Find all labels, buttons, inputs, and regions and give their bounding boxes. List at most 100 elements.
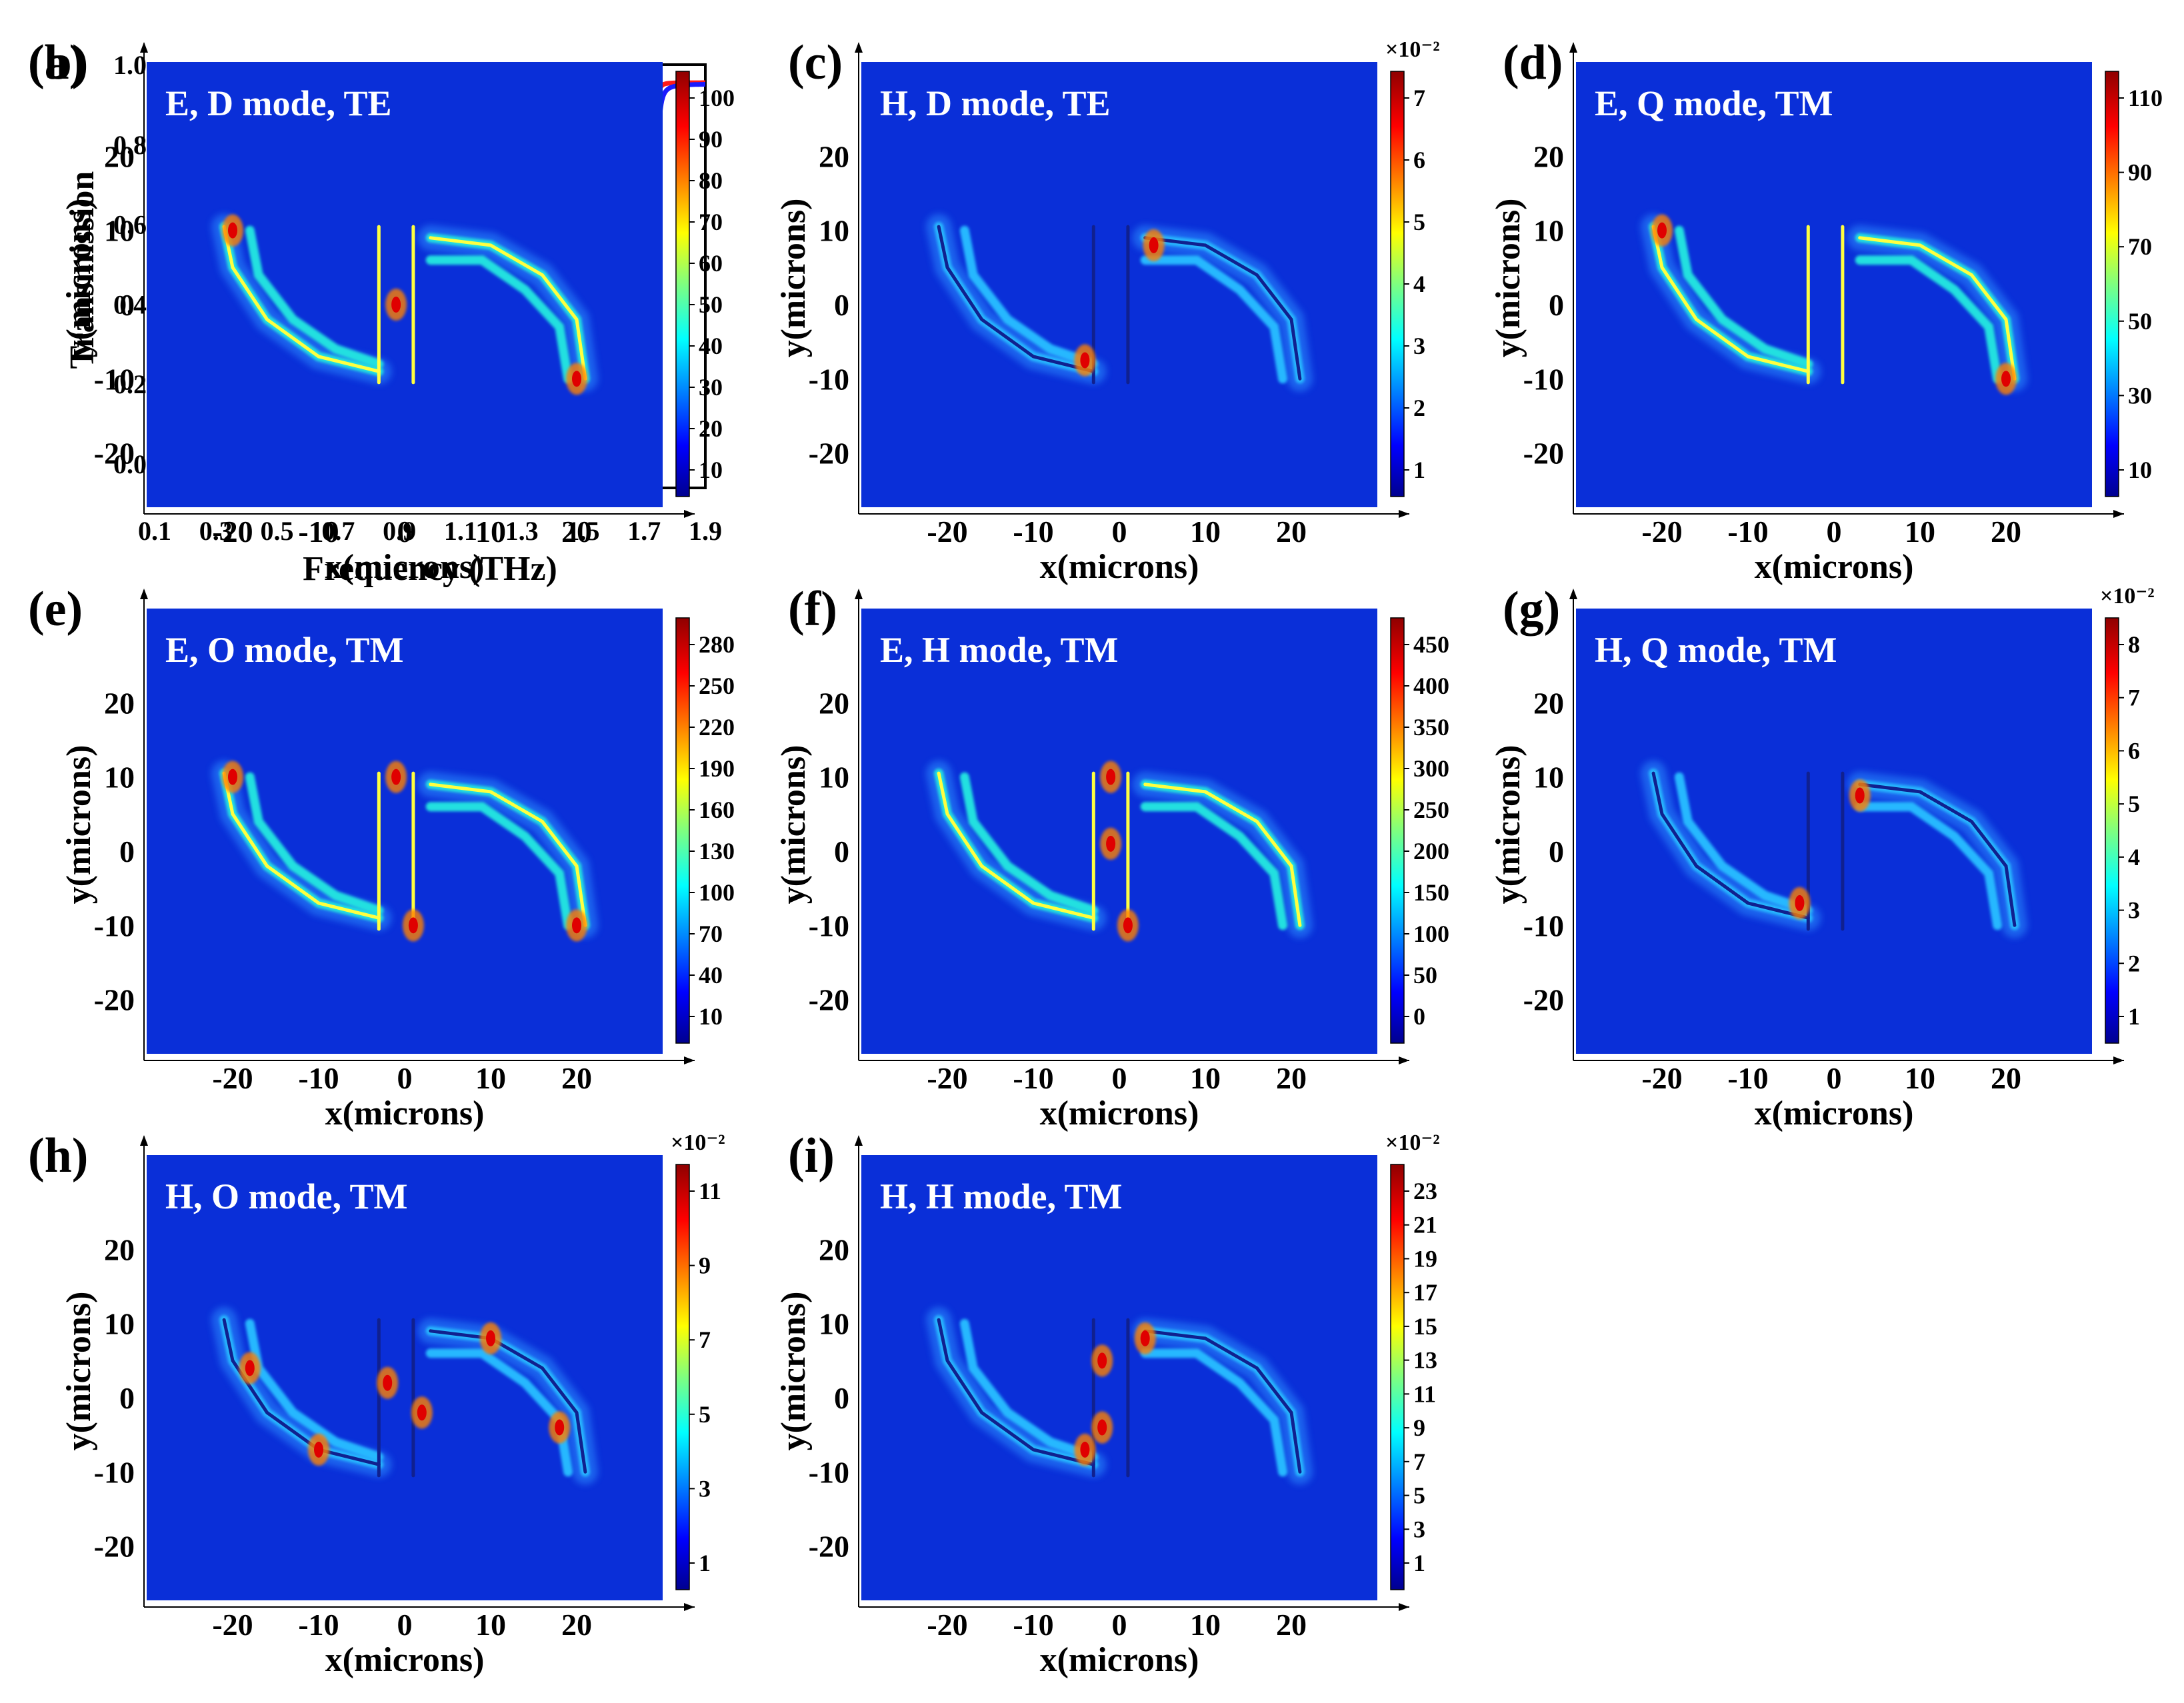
- panel-title: E, O mode, TM: [165, 630, 404, 670]
- colorbar-label: 200: [1413, 838, 1449, 864]
- x-axis-label: x(microns): [1040, 1641, 1199, 1679]
- panel-d: -20 -10 0 10 20 20 10 0 -10 -20 x(microns) y(micron…: [1489, 35, 2163, 586]
- x-tick-label: 20: [1276, 515, 1307, 549]
- colorbar-label: 2: [2128, 950, 2140, 976]
- colorbar-label: 450: [1413, 631, 1449, 658]
- colorbar-label: 13: [1413, 1347, 1437, 1374]
- x-axis-label: Frequency (THz): [303, 550, 557, 588]
- field-strip: [1674, 225, 1813, 369]
- x-tick-label: 20: [1991, 515, 2021, 549]
- x-tick-label: -10: [1013, 1061, 1053, 1095]
- field-hotspot-core: [1097, 1419, 1107, 1436]
- y-axis-arrow: [1569, 589, 1577, 599]
- panel-label: (g): [1503, 582, 1560, 637]
- x-tick-label: 10: [475, 1061, 506, 1095]
- field-core: [429, 236, 587, 381]
- y-tick-label: 10: [819, 761, 849, 795]
- y-axis-arrow: [140, 42, 148, 53]
- panel-title: H, O mode, TM: [165, 1176, 408, 1216]
- x-tick-label: 0: [1827, 1061, 1842, 1095]
- y-axis-arrow: [1569, 42, 1577, 53]
- colorbar: [2105, 71, 2119, 497]
- x-axis-label: x(microns): [1040, 548, 1199, 586]
- y-tick-label: 0: [1549, 835, 1564, 868]
- x-tick-label: 0: [1112, 1608, 1127, 1642]
- colorbar-label: 1: [1413, 457, 1425, 483]
- x-tick-label: 0: [397, 515, 413, 549]
- y-axis-label: y(microns): [775, 199, 813, 358]
- y-tick-label: 0.2: [113, 369, 147, 399]
- colorbar-label: 11: [699, 1178, 721, 1204]
- x-axis-label: x(microns): [325, 1094, 485, 1132]
- field-strip: [959, 225, 1099, 369]
- y-tick-label: -10: [94, 362, 135, 396]
- x-axis-arrow: [684, 1603, 695, 1611]
- y-tick-label: -10: [94, 1455, 135, 1489]
- x-tick-label: 0: [1112, 1061, 1127, 1095]
- x-tick-label: -10: [298, 1061, 339, 1095]
- y-tick-label: -20: [94, 983, 135, 1017]
- colorbar-label: 9: [699, 1252, 711, 1279]
- y-tick-label: 0: [1549, 288, 1564, 322]
- field-core: [1143, 1329, 1302, 1474]
- field-hotspot-core: [486, 1330, 495, 1346]
- colorbar-label: 6: [1413, 147, 1425, 173]
- x-tick-label: 1.5: [566, 516, 599, 546]
- colorbar-label: 23: [1413, 1178, 1437, 1204]
- field-hotspot-core: [1855, 787, 1865, 804]
- y-axis-label: y(microns): [60, 199, 98, 358]
- colorbar-label: 50: [699, 291, 723, 318]
- y-tick-label: 10: [104, 1307, 135, 1341]
- panel-c: -20 -10 0 10 20 20 10 0 -10 -20 x(microns) y(micron…: [775, 35, 1440, 586]
- field-core: [1143, 783, 1302, 927]
- y-axis-label: y(microns): [60, 1292, 98, 1451]
- field-pattern: [1641, 214, 2027, 395]
- x-tick-label: -10: [1013, 515, 1053, 549]
- colorbar-label: 3: [1413, 333, 1425, 359]
- field-pattern: [926, 761, 1313, 942]
- colorbar-multiplier: ×10⁻²: [2100, 584, 2155, 609]
- colorbar-label: 280: [699, 631, 735, 658]
- field-hotspot-core: [1080, 352, 1090, 369]
- x-tick-label: 10: [475, 1608, 506, 1642]
- field-hotspot-core: [391, 297, 401, 313]
- x-tick-label: -20: [212, 1608, 253, 1642]
- y-tick-label: -20: [94, 437, 135, 471]
- colorbar-label: 10: [699, 457, 723, 483]
- y-tick-label: 10: [104, 761, 135, 795]
- panel-title: E, H mode, TM: [880, 630, 1119, 670]
- x-axis-arrow: [1399, 1056, 1409, 1064]
- colorbar-label: 90: [2128, 159, 2152, 186]
- y-tick-label: 0: [834, 835, 849, 868]
- y-tick-label: -10: [809, 908, 849, 942]
- y-tick-label: -20: [809, 983, 849, 1017]
- colorbar-label: 6: [2128, 737, 2140, 764]
- colorbar-label: 11: [1413, 1380, 1436, 1407]
- field-hotspot-core: [1080, 1441, 1090, 1458]
- field-core: [1651, 771, 1810, 920]
- field-pattern: [926, 1307, 1313, 1488]
- x-axis-label: x(microns): [325, 1641, 485, 1679]
- field-strip: [245, 1318, 384, 1462]
- y-tick-label: 10: [104, 214, 135, 248]
- colorbar-label: 5: [2128, 791, 2140, 817]
- field-hotspot-core: [391, 769, 401, 785]
- panel-label: (h): [28, 1128, 88, 1183]
- x-tick-label: 0.3: [199, 516, 233, 546]
- colorbar-label: 1: [2128, 1003, 2140, 1030]
- colorbar-label: 5: [1413, 209, 1425, 235]
- x-tick-label: 10: [1905, 515, 1935, 549]
- y-axis-label: y(microns): [60, 745, 98, 904]
- colorbar-label: 3: [2128, 897, 2140, 924]
- x-tick-label: 0: [397, 1061, 413, 1095]
- x-tick-label: 10: [1905, 1061, 1935, 1095]
- x-tick-label: -10: [298, 515, 339, 549]
- field-pattern: [211, 761, 598, 942]
- y-axis-arrow: [140, 589, 148, 599]
- x-tick-label: 20: [561, 1061, 592, 1095]
- panel-label: (c): [788, 35, 843, 90]
- colorbar-label: 19: [1413, 1245, 1437, 1272]
- colorbar-label: 350: [1413, 714, 1449, 741]
- colorbar: [675, 71, 690, 497]
- field-pattern: [926, 214, 1313, 395]
